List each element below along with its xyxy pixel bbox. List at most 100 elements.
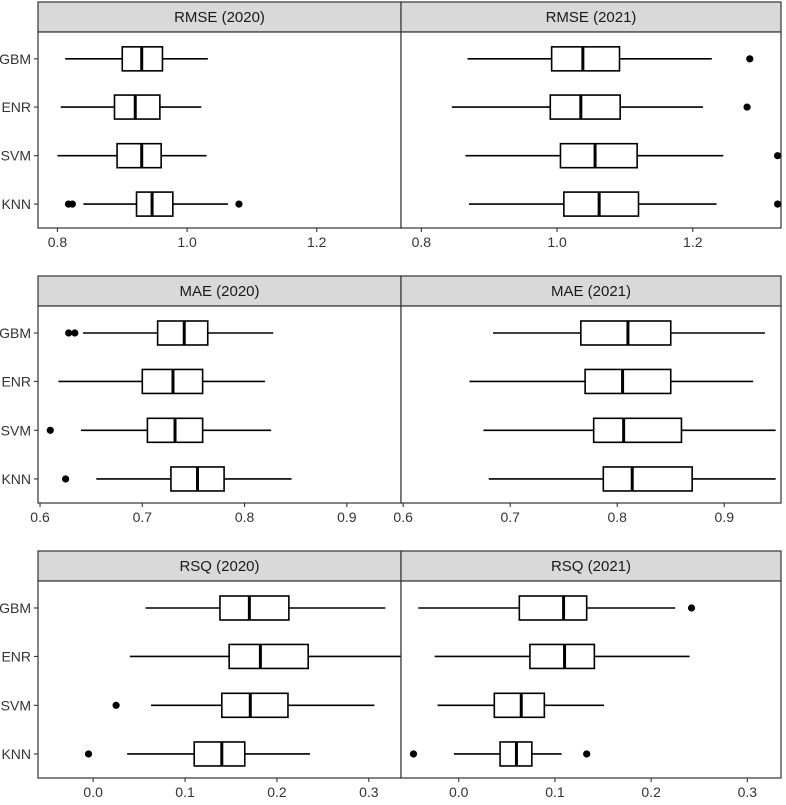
x-tick-label: 0.1 — [545, 784, 565, 800]
x-tick-label: 1.2 — [683, 234, 703, 250]
y-axis: GBM ENR SVM KNN — [0, 600, 38, 762]
outlier-point — [68, 200, 76, 208]
y-axis: GBM ENR SVM KNN — [0, 325, 38, 487]
panel-rmse-2020: RMSE (2020) 0.8 1.0 1.2 GBM ENR SVM KNN — [0, 1, 402, 250]
box-gbm — [493, 320, 765, 346]
box-iqr — [559, 142, 638, 169]
box-gbm — [467, 46, 754, 72]
box-iqr — [602, 466, 693, 492]
box-iqr — [518, 595, 588, 621]
x-tick-label: 0.3 — [738, 784, 758, 800]
x-tick-label: 0.0 — [83, 784, 103, 800]
box-gbm — [418, 595, 696, 621]
panel-rsq-2020: RSQ (2020) 0.0 0.1 0.2 0.3 GBM ENR SVM KNN — [0, 550, 402, 800]
box-enr — [60, 94, 202, 120]
box-enr — [58, 368, 266, 395]
outlier-point — [583, 750, 591, 758]
x-tick-label: 0.8 — [412, 234, 432, 250]
x-tick-label: 0.2 — [267, 784, 287, 800]
facet-strip — [400, 550, 782, 582]
box-svm — [112, 692, 375, 719]
x-tick-label: 0.9 — [715, 509, 735, 525]
box-iqr — [219, 595, 290, 621]
box-gbm — [145, 595, 386, 621]
box-svm — [483, 417, 776, 444]
y-category-label: ENR — [1, 99, 31, 115]
x-tick-label: 1.0 — [177, 234, 197, 250]
panel-mae-2021: MAE (2021) 0.6 0.7 0.8 0.9 — [393, 275, 782, 525]
y-category-label: SVM — [1, 422, 31, 438]
facet-strip — [37, 1, 402, 33]
box-iqr — [156, 320, 209, 346]
y-category-label: KNN — [1, 746, 31, 762]
facet-strip-title: RSQ (2020) — [179, 558, 259, 575]
outlier-point — [46, 426, 54, 434]
box-knn — [468, 191, 782, 217]
x-axis: 0.6 0.7 0.8 0.9 — [30, 503, 357, 525]
outlier-point — [743, 103, 751, 111]
box-iqr — [592, 417, 683, 444]
box-iqr — [116, 142, 162, 169]
box-enr — [129, 643, 401, 670]
x-tick-label: 1.2 — [307, 234, 327, 250]
facet-strip-title: MAE (2021) — [551, 283, 631, 300]
x-tick-label: 0.8 — [607, 509, 627, 525]
y-category-label: ENR — [1, 648, 31, 664]
box-enr — [451, 94, 751, 120]
x-tick-label: 1.0 — [547, 234, 567, 250]
y-axis: GBM ENR SVM KNN — [0, 51, 38, 212]
box-knn — [64, 191, 243, 217]
box-knn — [409, 741, 591, 767]
outlier-point — [62, 475, 70, 483]
panel-mae-2020: MAE (2020) 0.6 0.7 0.8 0.9 GBM ENR SVM KNN — [0, 275, 402, 525]
x-tick-label: 0.8 — [235, 509, 255, 525]
box-iqr — [563, 191, 640, 217]
box-iqr — [529, 643, 596, 670]
box-knn — [84, 741, 311, 767]
x-tick-label: 0.8 — [48, 234, 68, 250]
box-iqr — [228, 643, 309, 670]
outlier-point — [746, 55, 754, 63]
x-tick-label: 0.0 — [449, 784, 469, 800]
x-tick-label: 0.1 — [175, 784, 195, 800]
facet-strip — [400, 275, 782, 307]
outlier-point — [65, 329, 73, 337]
outlier-point — [235, 200, 243, 208]
x-axis: 0.0 0.1 0.2 0.3 — [83, 778, 379, 800]
y-category-label: SVM — [1, 148, 31, 164]
x-axis: 0.0 0.1 0.2 0.3 — [449, 778, 757, 800]
facet-strip — [37, 550, 402, 582]
box-iqr — [220, 692, 289, 719]
x-axis: 0.8 1.0 1.2 — [412, 228, 703, 250]
x-tick-label: 0.7 — [133, 509, 153, 525]
y-category-label: KNN — [1, 471, 31, 487]
y-category-label: GBM — [0, 51, 31, 67]
y-category-label: GBM — [0, 325, 31, 341]
panel-rmse-2021: RMSE (2021) 0.8 1.0 1.2 — [400, 1, 782, 250]
facet-strip-title: RMSE (2020) — [174, 9, 265, 26]
box-iqr — [584, 368, 672, 395]
outlier-point — [112, 701, 120, 709]
box-iqr — [113, 94, 161, 120]
outlier-point — [409, 750, 418, 758]
facet-strip — [37, 275, 402, 307]
panel-frame — [400, 580, 782, 779]
box-enr — [469, 368, 754, 395]
box-gbm — [65, 46, 208, 72]
box-svm — [465, 142, 782, 169]
x-tick-label: 0.9 — [337, 509, 357, 525]
x-tick-label: 0.6 — [30, 509, 50, 525]
panel-frame — [37, 31, 402, 229]
box-svm — [437, 692, 604, 719]
box-knn — [62, 466, 292, 492]
x-tick-label: 0.2 — [641, 784, 661, 800]
box-iqr — [580, 320, 672, 346]
y-category-label: SVM — [1, 697, 31, 713]
facet-strip — [400, 1, 782, 33]
outlier-point — [687, 604, 696, 612]
box-enr — [434, 643, 690, 670]
outlier-point — [774, 200, 782, 208]
